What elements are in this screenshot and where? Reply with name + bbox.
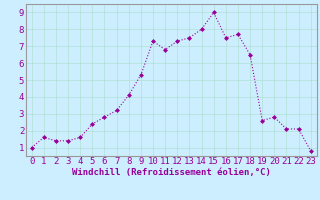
- X-axis label: Windchill (Refroidissement éolien,°C): Windchill (Refroidissement éolien,°C): [72, 168, 271, 177]
